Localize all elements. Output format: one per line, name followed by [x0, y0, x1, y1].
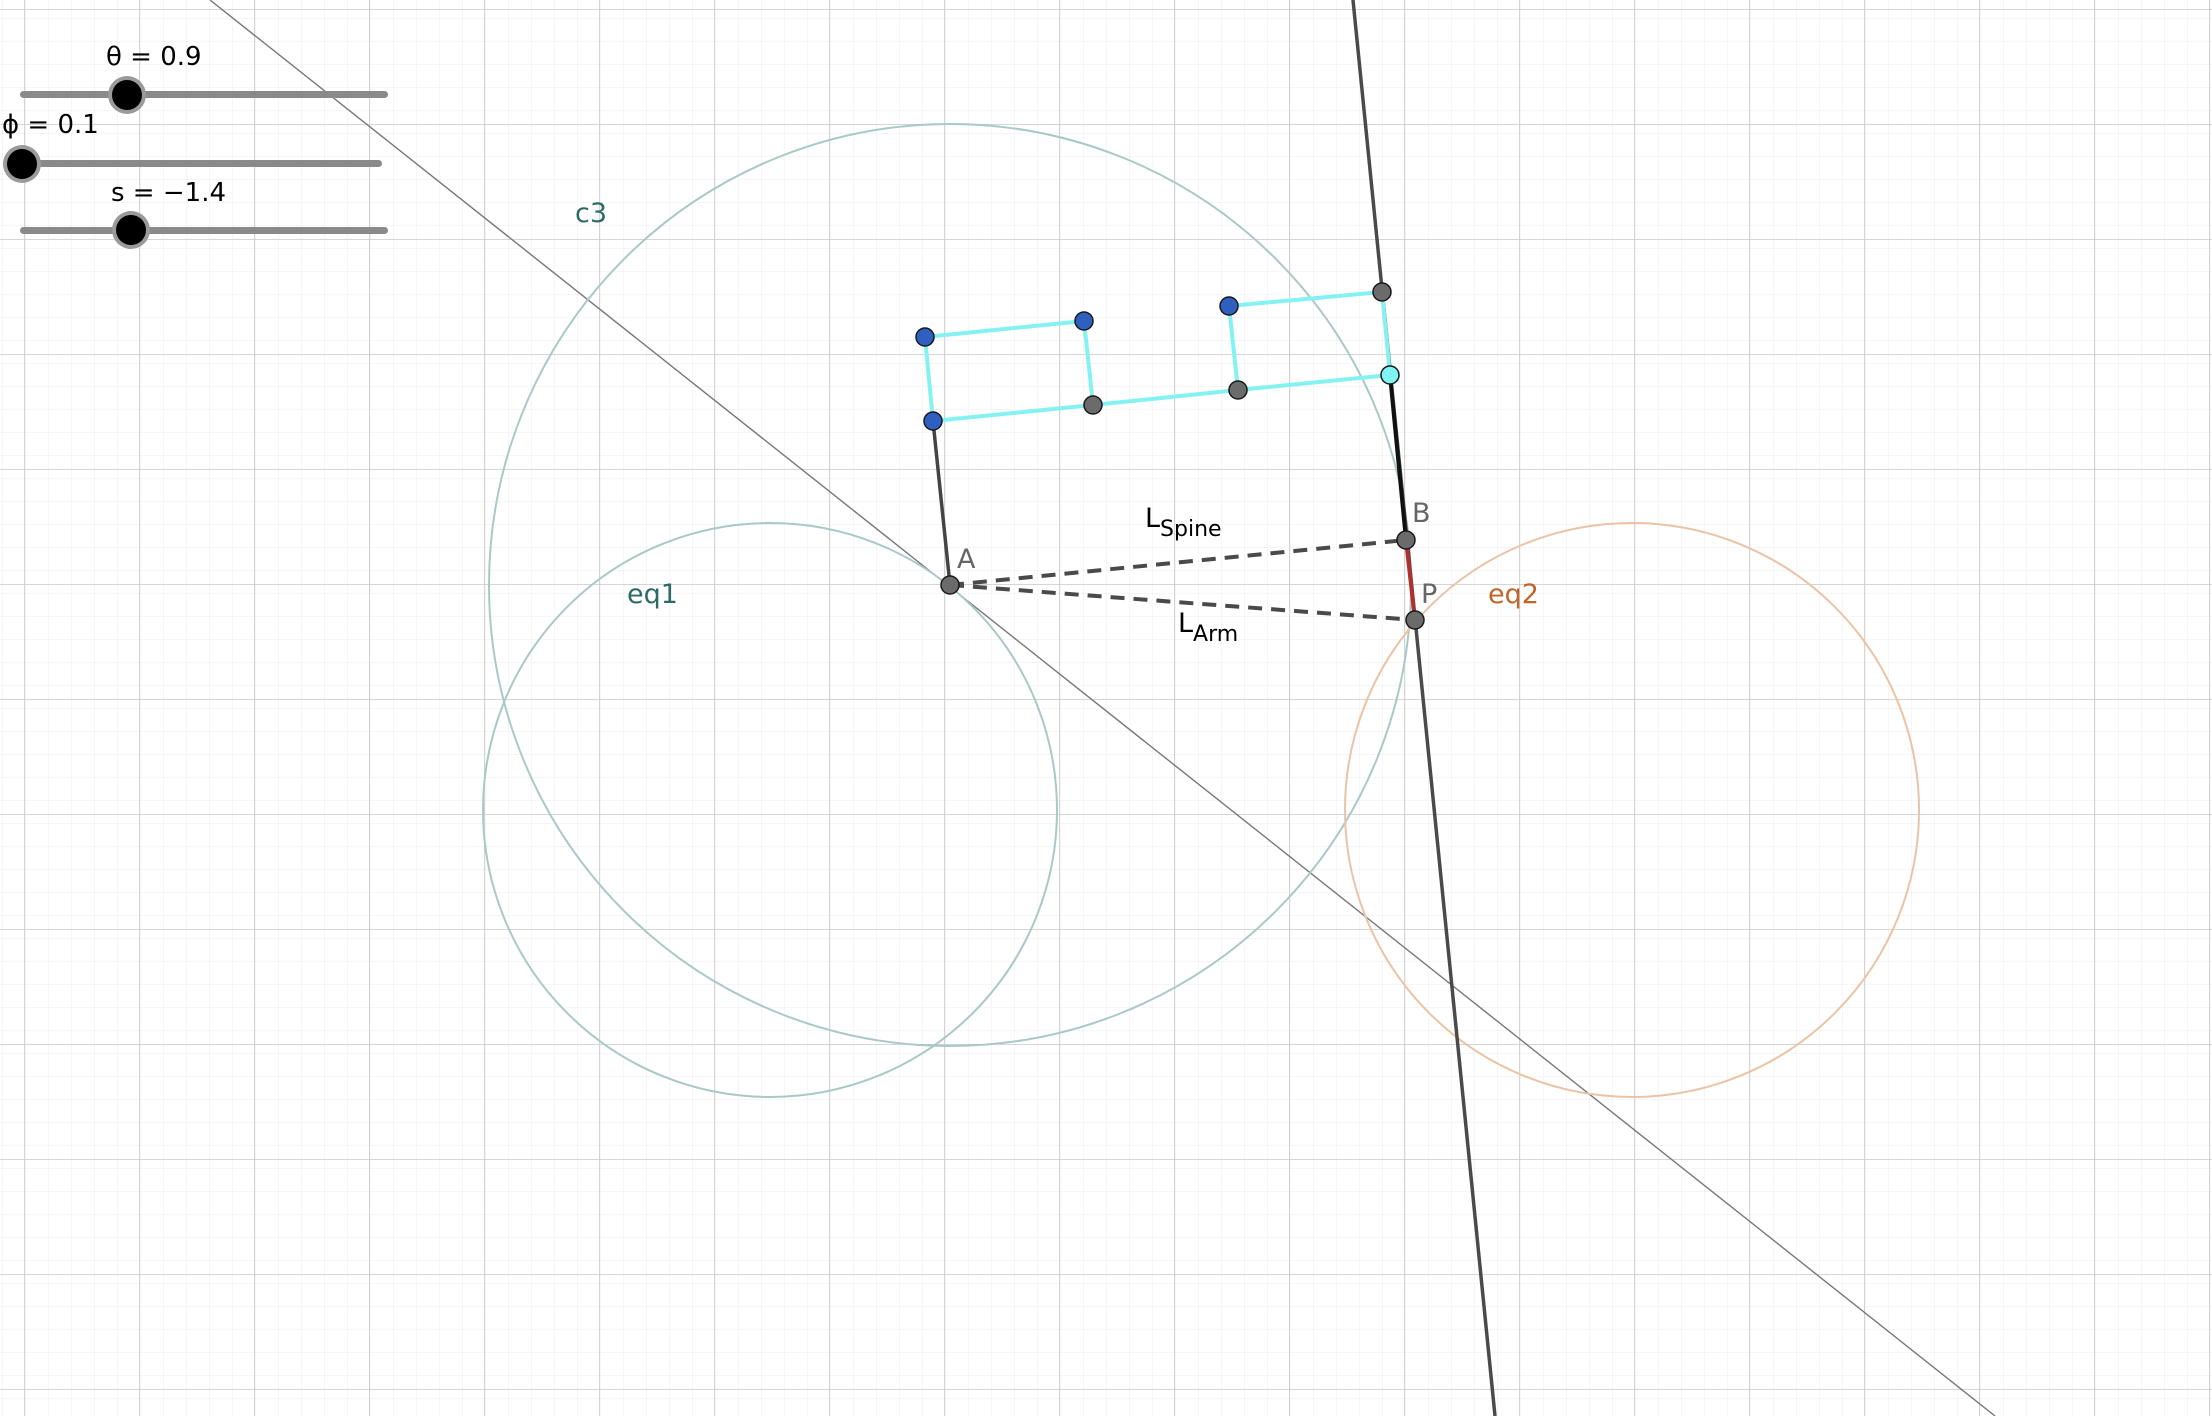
label-eq1: eq1: [627, 579, 678, 610]
dashed-l-arm[interactable]: [949, 583, 1416, 622]
label-l-arm-sub: Arm: [1193, 622, 1238, 647]
point-mid2-gray[interactable]: [1228, 380, 1248, 400]
label-l-arm-main: L: [1178, 608, 1193, 639]
segment-bp[interactable]: [1404, 539, 1417, 621]
label-point-p: P: [1421, 579, 1437, 610]
point-top-mid-blue[interactable]: [1074, 311, 1094, 331]
label-l-spine: LSpine: [1145, 503, 1222, 542]
dashed-l-spine[interactable]: [949, 538, 1407, 587]
slider-s-track[interactable]: [20, 227, 388, 234]
spine-line[interactable]: [1351, 0, 1497, 1416]
slider-phi-knob[interactable]: [7, 149, 37, 179]
circle-eq1[interactable]: [482, 522, 1058, 1098]
label-l-spine-sub: Spine: [1160, 517, 1222, 542]
point-hip-blue[interactable]: [923, 411, 943, 431]
segment-spine-b[interactable]: [1388, 374, 1408, 541]
slider-s-knob[interactable]: [116, 215, 146, 245]
point-group[interactable]: [915, 282, 1425, 630]
point-a[interactable]: [940, 575, 960, 595]
diagonal-line[interactable]: [209, 0, 1996, 1416]
point-mid-gray[interactable]: [1083, 395, 1103, 415]
point-p[interactable]: [1405, 610, 1425, 630]
segment-a-hip[interactable]: [931, 420, 952, 586]
slider-theta-knob[interactable]: [112, 80, 142, 110]
slider-phi-track[interactable]: [20, 160, 382, 167]
label-l-spine-main: L: [1145, 503, 1160, 534]
label-point-b: B: [1412, 498, 1431, 529]
label-c3: c3: [575, 198, 607, 229]
label-eq2: eq2: [1488, 579, 1539, 610]
circle-eq2[interactable]: [1344, 522, 1920, 1098]
point-b[interactable]: [1396, 530, 1416, 550]
label-point-a: A: [957, 544, 976, 575]
label-l-arm: LArm: [1178, 608, 1238, 647]
point-top-right-blue[interactable]: [1219, 296, 1239, 316]
slider-theta-track[interactable]: [20, 91, 388, 98]
point-top-gray[interactable]: [1372, 282, 1392, 302]
point-cyan[interactable]: [1380, 365, 1400, 385]
cyan-figure[interactable]: [923, 290, 1392, 423]
point-top-left-blue[interactable]: [915, 327, 935, 347]
